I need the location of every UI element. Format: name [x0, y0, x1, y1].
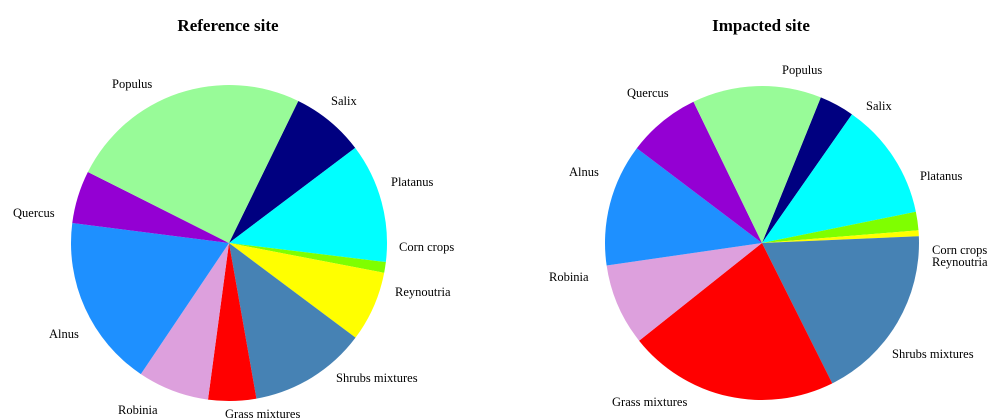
reference-label-quercus: Quercus [13, 206, 55, 220]
reference-site-labels: Salix Platanus Corn crops Reynoutria Shrubs … [13, 77, 454, 419]
impacted-label-salix: Salix [866, 99, 892, 113]
reference-label-alnus: Alnus [49, 327, 79, 341]
reference-site-title: Reference site [177, 16, 279, 35]
reference-slice-shrubs-mixtures [229, 243, 356, 399]
impacted-label-shrubs-mixtures: Shrubs mixtures [892, 347, 974, 361]
reference-label-shrubs-mixtures: Shrubs mixtures [336, 371, 418, 385]
reference-label-platanus: Platanus [391, 175, 433, 189]
reference-label-corn-crops: Corn crops [399, 240, 454, 254]
reference-slice-platanus [229, 147, 388, 263]
reference-slice-corn-crops [229, 243, 386, 273]
impacted-slice-grass-mixtures [639, 243, 833, 400]
impacted-label-platanus: Platanus [920, 169, 962, 183]
reference-site-pie [70, 85, 388, 402]
impacted-slice-salix [762, 97, 852, 244]
reference-label-grass-mixtures: Grass mixtures [225, 407, 300, 419]
reference-slice-alnus [70, 222, 229, 375]
impacted-slice-alnus [604, 148, 762, 266]
reference-slice-quercus [72, 171, 230, 243]
reference-slice-grass-mixtures [207, 243, 257, 402]
impacted-label-populus: Populus [782, 63, 822, 77]
impacted-label-corn-crops: Corn crops [932, 243, 987, 257]
impacted-slice-quercus [636, 101, 762, 243]
impacted-label-reynoutria: Reynoutria [932, 255, 988, 269]
impacted-slice-robinia [606, 243, 762, 341]
impacted-slice-reynoutria [762, 230, 919, 243]
impacted-slice-platanus [762, 114, 916, 243]
reference-slice-populus [87, 85, 299, 244]
reference-label-salix: Salix [331, 94, 357, 108]
reference-slice-reynoutria [229, 243, 385, 338]
reference-label-populus: Populus [112, 77, 152, 91]
reference-slice-robinia [140, 243, 229, 400]
impacted-label-robinia: Robinia [549, 270, 589, 284]
impacted-label-quercus: Quercus [627, 86, 669, 100]
impacted-slice-corn-crops [762, 211, 919, 243]
reference-label-reynoutria: Reynoutria [395, 285, 451, 299]
reference-label-robinia: Robinia [118, 403, 158, 417]
impacted-site-title: Impacted site [712, 16, 810, 35]
reference-slice-salix [229, 100, 356, 244]
impacted-slice-populus [693, 86, 821, 243]
impacted-slice-shrubs-mixtures [762, 236, 919, 384]
impacted-label-grass-mixtures: Grass mixtures [612, 395, 687, 409]
impacted-label-alnus: Alnus [569, 165, 599, 179]
impacted-site-pie [604, 86, 919, 400]
